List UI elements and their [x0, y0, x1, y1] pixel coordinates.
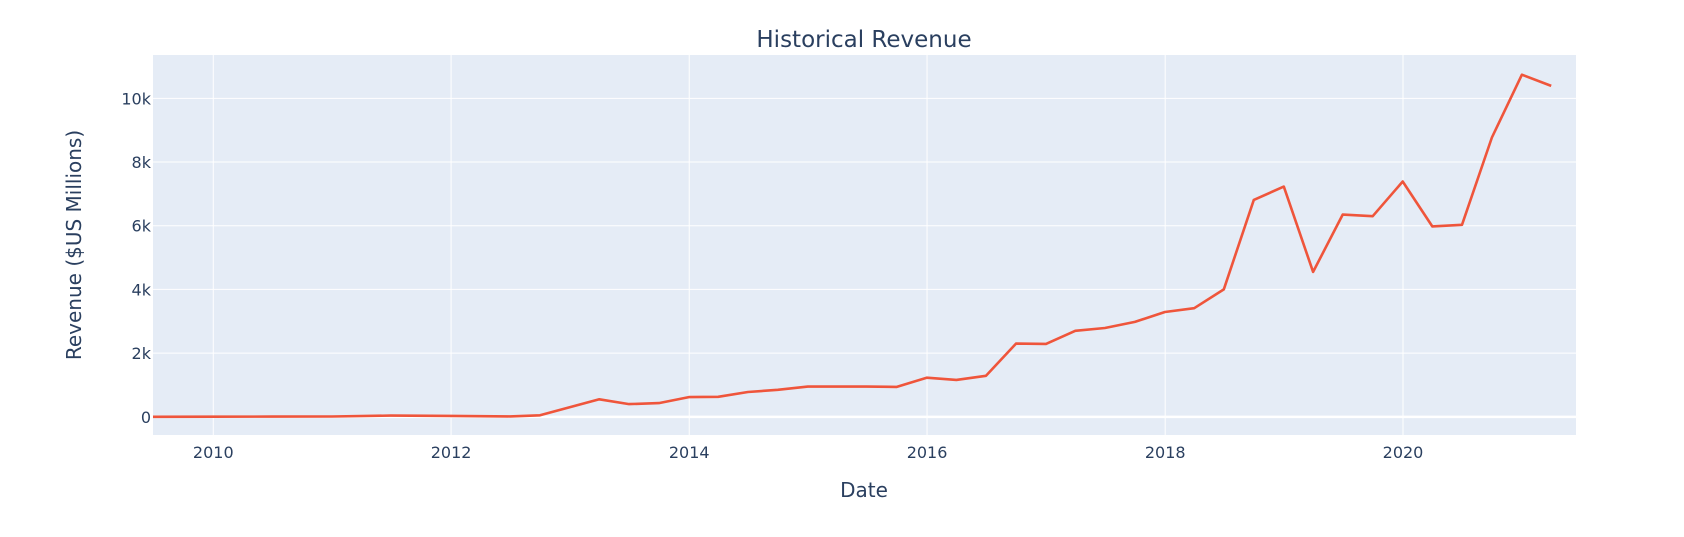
y-tick-label: 0	[141, 408, 151, 427]
x-tick-label: 2012	[431, 443, 472, 462]
plot-area	[153, 55, 1576, 435]
y-tick-label: 6k	[132, 217, 152, 236]
y-tick-label: 8k	[132, 153, 152, 172]
x-tick-label: 2018	[1145, 443, 1186, 462]
x-tick-label: 2010	[193, 443, 234, 462]
y-tick-label: 2k	[132, 344, 152, 363]
y-axis-ticks: 0 2k 4k 6k 8k 10k	[121, 89, 151, 427]
y-axis-title: Revenue ($US Millions)	[62, 130, 86, 360]
x-tick-label: 2020	[1383, 443, 1424, 462]
y-tick-label: 10k	[121, 89, 151, 108]
x-axis-ticks: 2010 2012 2014 2016 2018 2020	[193, 443, 1423, 462]
series-layer	[152, 73, 1552, 419]
revenue-series-line	[152, 73, 1552, 419]
x-tick-label: 2016	[907, 443, 948, 462]
grid-lines	[153, 55, 1576, 435]
y-tick-label: 4k	[132, 280, 152, 299]
chart-title: Historical Revenue	[756, 27, 971, 53]
x-tick-label: 2014	[669, 443, 710, 462]
x-axis-title: Date	[840, 478, 888, 502]
